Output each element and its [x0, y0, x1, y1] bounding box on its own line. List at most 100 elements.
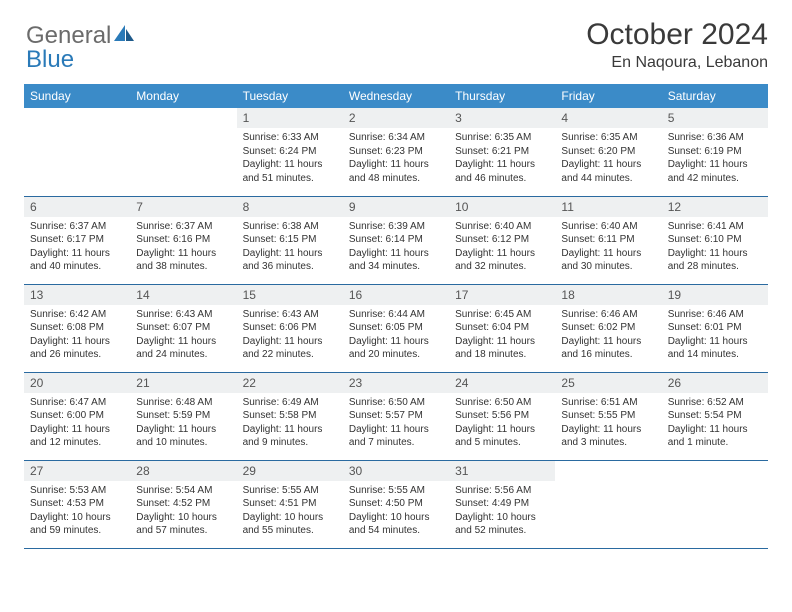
- day-details: Sunrise: 6:51 AMSunset: 5:55 PMDaylight:…: [555, 393, 661, 454]
- day-number: 13: [24, 285, 130, 305]
- day-number: 23: [343, 373, 449, 393]
- day-details: Sunrise: 6:33 AMSunset: 6:24 PMDaylight:…: [237, 128, 343, 189]
- calendar-head: SundayMondayTuesdayWednesdayThursdayFrid…: [24, 84, 768, 108]
- day-details: Sunrise: 6:37 AMSunset: 6:16 PMDaylight:…: [130, 217, 236, 278]
- day-details: Sunrise: 6:43 AMSunset: 6:06 PMDaylight:…: [237, 305, 343, 366]
- day-number: 19: [662, 285, 768, 305]
- day-number: 26: [662, 373, 768, 393]
- day-number: 4: [555, 108, 661, 128]
- day-details: Sunrise: 6:43 AMSunset: 6:07 PMDaylight:…: [130, 305, 236, 366]
- day-details: Sunrise: 5:56 AMSunset: 4:49 PMDaylight:…: [449, 481, 555, 542]
- calendar-body: . . 1Sunrise: 6:33 AMSunset: 6:24 PMDayl…: [24, 108, 768, 548]
- day-number: 22: [237, 373, 343, 393]
- day-header: Friday: [555, 84, 661, 108]
- day-number: 30: [343, 461, 449, 481]
- day-number: 3: [449, 108, 555, 128]
- day-details: Sunrise: 6:40 AMSunset: 6:12 PMDaylight:…: [449, 217, 555, 278]
- calendar-cell: .: [24, 108, 130, 196]
- day-details: Sunrise: 6:47 AMSunset: 6:00 PMDaylight:…: [24, 393, 130, 454]
- day-details: Sunrise: 6:38 AMSunset: 6:15 PMDaylight:…: [237, 217, 343, 278]
- calendar-cell: 23Sunrise: 6:50 AMSunset: 5:57 PMDayligh…: [343, 372, 449, 460]
- day-details: Sunrise: 6:35 AMSunset: 6:21 PMDaylight:…: [449, 128, 555, 189]
- calendar-cell: 22Sunrise: 6:49 AMSunset: 5:58 PMDayligh…: [237, 372, 343, 460]
- day-number: 17: [449, 285, 555, 305]
- calendar-cell: 28Sunrise: 5:54 AMSunset: 4:52 PMDayligh…: [130, 460, 236, 548]
- month-title: October 2024: [586, 18, 768, 52]
- day-number: 10: [449, 197, 555, 217]
- calendar-cell: 21Sunrise: 6:48 AMSunset: 5:59 PMDayligh…: [130, 372, 236, 460]
- day-details: Sunrise: 5:54 AMSunset: 4:52 PMDaylight:…: [130, 481, 236, 542]
- calendar-cell: .: [130, 108, 236, 196]
- day-number: 7: [130, 197, 236, 217]
- logo-sail-icon: [112, 24, 136, 49]
- calendar-cell: .: [555, 460, 661, 548]
- calendar-cell: 12Sunrise: 6:41 AMSunset: 6:10 PMDayligh…: [662, 196, 768, 284]
- logo-overlay: General Blue: [26, 22, 136, 74]
- calendar-cell: 10Sunrise: 6:40 AMSunset: 6:12 PMDayligh…: [449, 196, 555, 284]
- day-number: 21: [130, 373, 236, 393]
- day-number: 8: [237, 197, 343, 217]
- day-number: 9: [343, 197, 449, 217]
- day-number: 29: [237, 461, 343, 481]
- calendar-cell: 25Sunrise: 6:51 AMSunset: 5:55 PMDayligh…: [555, 372, 661, 460]
- calendar-cell: 17Sunrise: 6:45 AMSunset: 6:04 PMDayligh…: [449, 284, 555, 372]
- day-details: Sunrise: 6:36 AMSunset: 6:19 PMDaylight:…: [662, 128, 768, 189]
- calendar-cell: 7Sunrise: 6:37 AMSunset: 6:16 PMDaylight…: [130, 196, 236, 284]
- calendar-cell: 29Sunrise: 5:55 AMSunset: 4:51 PMDayligh…: [237, 460, 343, 548]
- calendar-cell: .: [662, 460, 768, 548]
- day-header: Monday: [130, 84, 236, 108]
- calendar-week: 27Sunrise: 5:53 AMSunset: 4:53 PMDayligh…: [24, 460, 768, 548]
- calendar-cell: 14Sunrise: 6:43 AMSunset: 6:07 PMDayligh…: [130, 284, 236, 372]
- location: En Naqoura, Lebanon: [586, 54, 768, 72]
- day-details: Sunrise: 6:42 AMSunset: 6:08 PMDaylight:…: [24, 305, 130, 366]
- calendar-cell: 11Sunrise: 6:40 AMSunset: 6:11 PMDayligh…: [555, 196, 661, 284]
- calendar-cell: 3Sunrise: 6:35 AMSunset: 6:21 PMDaylight…: [449, 108, 555, 196]
- day-details: Sunrise: 6:45 AMSunset: 6:04 PMDaylight:…: [449, 305, 555, 366]
- logo-blue-text: Blue: [26, 46, 74, 73]
- calendar-cell: 16Sunrise: 6:44 AMSunset: 6:05 PMDayligh…: [343, 284, 449, 372]
- day-details: Sunrise: 6:48 AMSunset: 5:59 PMDaylight:…: [130, 393, 236, 454]
- calendar-cell: 19Sunrise: 6:46 AMSunset: 6:01 PMDayligh…: [662, 284, 768, 372]
- day-number: 15: [237, 285, 343, 305]
- day-details: Sunrise: 6:34 AMSunset: 6:23 PMDaylight:…: [343, 128, 449, 189]
- day-number: 20: [24, 373, 130, 393]
- calendar-cell: 2Sunrise: 6:34 AMSunset: 6:23 PMDaylight…: [343, 108, 449, 196]
- calendar-cell: 24Sunrise: 6:50 AMSunset: 5:56 PMDayligh…: [449, 372, 555, 460]
- calendar-week: 6Sunrise: 6:37 AMSunset: 6:17 PMDaylight…: [24, 196, 768, 284]
- day-header: Wednesday: [343, 84, 449, 108]
- day-number: 16: [343, 285, 449, 305]
- calendar-cell: 6Sunrise: 6:37 AMSunset: 6:17 PMDaylight…: [24, 196, 130, 284]
- day-number: 31: [449, 461, 555, 481]
- day-header: Tuesday: [237, 84, 343, 108]
- day-header: Thursday: [449, 84, 555, 108]
- day-details: Sunrise: 6:50 AMSunset: 5:57 PMDaylight:…: [343, 393, 449, 454]
- day-number: 18: [555, 285, 661, 305]
- calendar-cell: 8Sunrise: 6:38 AMSunset: 6:15 PMDaylight…: [237, 196, 343, 284]
- calendar-week: 20Sunrise: 6:47 AMSunset: 6:00 PMDayligh…: [24, 372, 768, 460]
- calendar-cell: 15Sunrise: 6:43 AMSunset: 6:06 PMDayligh…: [237, 284, 343, 372]
- calendar-cell: 4Sunrise: 6:35 AMSunset: 6:20 PMDaylight…: [555, 108, 661, 196]
- calendar-week: 13Sunrise: 6:42 AMSunset: 6:08 PMDayligh…: [24, 284, 768, 372]
- day-number: 5: [662, 108, 768, 128]
- day-number: 2: [343, 108, 449, 128]
- calendar-cell: 26Sunrise: 6:52 AMSunset: 5:54 PMDayligh…: [662, 372, 768, 460]
- day-details: Sunrise: 6:41 AMSunset: 6:10 PMDaylight:…: [662, 217, 768, 278]
- day-details: Sunrise: 6:39 AMSunset: 6:14 PMDaylight:…: [343, 217, 449, 278]
- calendar-cell: 18Sunrise: 6:46 AMSunset: 6:02 PMDayligh…: [555, 284, 661, 372]
- day-number: 24: [449, 373, 555, 393]
- calendar-table: SundayMondayTuesdayWednesdayThursdayFrid…: [24, 84, 768, 549]
- day-details: Sunrise: 5:55 AMSunset: 4:51 PMDaylight:…: [237, 481, 343, 542]
- day-number: 27: [24, 461, 130, 481]
- day-number: 28: [130, 461, 236, 481]
- day-number: 1: [237, 108, 343, 128]
- day-header: Saturday: [662, 84, 768, 108]
- day-details: Sunrise: 6:40 AMSunset: 6:11 PMDaylight:…: [555, 217, 661, 278]
- day-number: 6: [24, 197, 130, 217]
- day-details: Sunrise: 5:53 AMSunset: 4:53 PMDaylight:…: [24, 481, 130, 542]
- day-number: 12: [662, 197, 768, 217]
- day-header: Sunday: [24, 84, 130, 108]
- day-number: 11: [555, 197, 661, 217]
- day-details: Sunrise: 5:55 AMSunset: 4:50 PMDaylight:…: [343, 481, 449, 542]
- day-details: Sunrise: 6:44 AMSunset: 6:05 PMDaylight:…: [343, 305, 449, 366]
- calendar-cell: 20Sunrise: 6:47 AMSunset: 6:00 PMDayligh…: [24, 372, 130, 460]
